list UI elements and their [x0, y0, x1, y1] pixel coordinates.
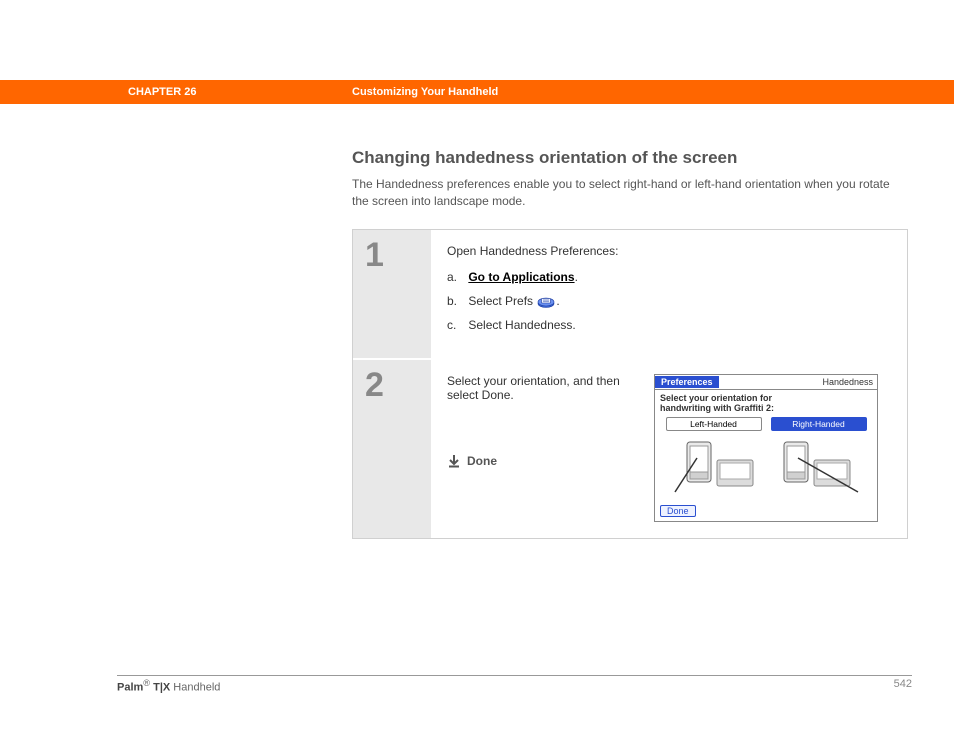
page-footer: Palm® T|X Handheld 542 — [117, 678, 912, 694]
option-label: Left-Handed — [666, 417, 762, 431]
substep: b. Select Prefs . — [447, 294, 891, 308]
section-description: The Handedness preferences enable you to… — [352, 176, 908, 211]
step-row: 2 Select your orientation, and then sele… — [353, 360, 907, 538]
done-indicator: Done — [447, 454, 632, 468]
step-body: Open Handedness Preferences: a. Go to Ap… — [431, 230, 907, 358]
orientation-options: Left-Handed — [655, 417, 877, 501]
step-number-cell: 1 — [353, 230, 431, 358]
done-arrow-icon — [447, 454, 461, 468]
orientation-option-left[interactable]: Left-Handed — [666, 417, 762, 501]
step-text: Select your orientation, and then select… — [447, 374, 632, 402]
palm-instruction: Select your orientation for handwriting … — [655, 390, 877, 416]
orientation-option-right[interactable]: Right-Handed — [771, 417, 867, 501]
footer-brand-model: T|X — [150, 682, 170, 694]
step-number: 2 — [365, 368, 419, 402]
chapter-header-bar: CHAPTER 26 Customizing Your Handheld — [0, 80, 954, 104]
substep-label: b. — [447, 294, 465, 308]
step-intro: Open Handedness Preferences: — [447, 244, 891, 258]
palm-instruction-line: handwriting with Graffiti 2: — [660, 403, 774, 413]
footer-brand-tail: Handheld — [170, 682, 220, 694]
substep-suffix: . — [575, 270, 578, 284]
go-to-applications-link[interactable]: Go to Applications — [468, 270, 574, 284]
footer-brand-name: Palm — [117, 682, 143, 694]
substep-label: c. — [447, 318, 465, 332]
device-illustration-left — [666, 435, 762, 501]
done-label: Done — [467, 454, 497, 468]
substep: a. Go to Applications. — [447, 270, 891, 284]
substep-text: Select Handedness. — [468, 318, 575, 332]
palm-title-right: Handedness — [822, 377, 877, 387]
substep: c. Select Handedness. — [447, 318, 891, 332]
footer-brand: Palm® T|X Handheld — [117, 678, 220, 694]
footer-rule — [117, 675, 912, 676]
substep-label: a. — [447, 270, 465, 284]
prefs-icon — [537, 295, 555, 308]
page-number: 542 — [894, 678, 912, 694]
steps-container: 1 Open Handedness Preferences: a. Go to … — [352, 229, 908, 539]
option-label: Right-Handed — [771, 417, 867, 431]
palm-done-button[interactable]: Done — [660, 505, 696, 517]
step-row: 1 Open Handedness Preferences: a. Go to … — [353, 230, 907, 360]
device-illustration-right — [771, 435, 867, 501]
chapter-label: CHAPTER 26 — [128, 86, 196, 98]
palm-title-left: Preferences — [655, 376, 719, 388]
step-body: Select your orientation, and then select… — [431, 360, 907, 538]
step-number: 1 — [365, 238, 419, 272]
handedness-preferences-screenshot: Preferences Handedness Select your orien… — [654, 374, 878, 522]
section-title: Changing handedness orientation of the s… — [352, 148, 908, 168]
palm-titlebar: Preferences Handedness — [655, 375, 877, 390]
chapter-title: Customizing Your Handheld — [352, 86, 498, 98]
substep-suffix: . — [556, 294, 559, 308]
palm-instruction-line: Select your orientation for — [660, 393, 772, 403]
main-content: Changing handedness orientation of the s… — [352, 148, 908, 539]
step-number-cell: 2 — [353, 360, 431, 538]
substep-text: Select Prefs — [468, 294, 536, 308]
